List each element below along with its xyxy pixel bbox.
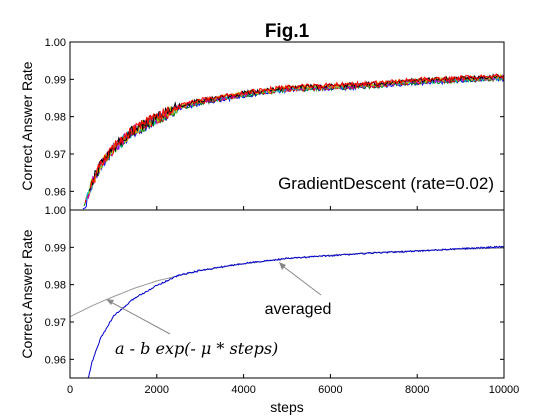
- xtick-label: 0: [67, 384, 73, 396]
- averaged-arrowhead: [279, 262, 286, 270]
- top-series-line: [90, 73, 505, 189]
- xtick-label: 2000: [145, 384, 169, 396]
- bottom-panel: 0.96 0.97 0.98 0.99 1.00 0 2000 4000 6000 8000 100…: [19, 205, 519, 415]
- xtick-label: 4000: [231, 384, 255, 396]
- ytick-label: 1.00: [45, 205, 66, 217]
- ytick-label: 0.96: [45, 186, 66, 198]
- averaged-line: [85, 245, 504, 379]
- fit-arrowhead: [106, 299, 114, 305]
- top-series: [82, 73, 505, 210]
- ytick-label: 0.96: [45, 354, 66, 366]
- top-panel: 0.96 0.97 0.98 0.99 1.00 Correct Answer Rate…: [19, 37, 505, 211]
- averaged-annotation: averaged: [265, 301, 332, 318]
- ytick-label: 0.98: [45, 280, 66, 292]
- averaged-arrow: [279, 263, 322, 296]
- xtick-label: 10000: [489, 384, 520, 396]
- ytick-label: 0.99: [45, 242, 66, 254]
- figure-title: Fig.1: [265, 21, 310, 42]
- ytick-label: 1.00: [45, 37, 66, 49]
- ytick-label: 0.99: [45, 74, 66, 86]
- ytick-label: 0.97: [45, 317, 66, 329]
- xtick-label: 6000: [318, 384, 342, 396]
- bottom-ticks: 0.96 0.97 0.98 0.99 1.00 0 2000 4000 6000 8000 100…: [45, 205, 520, 396]
- bottom-series: [69, 245, 505, 379]
- algorithm-annotation: GradientDescent (rate=0.02): [278, 174, 494, 193]
- xtick-label: 8000: [405, 384, 429, 396]
- ytick-label: 0.98: [45, 112, 66, 124]
- bottom-ylabel: Correct Answer Rate: [19, 229, 35, 358]
- fit-formula-annotation: a - b exp(- μ * steps): [115, 339, 278, 358]
- bottom-axes-frame: [69, 209, 505, 379]
- bottom-xlabel: steps: [270, 399, 303, 415]
- ytick-label: 0.97: [45, 149, 66, 161]
- top-ylabel: Correct Answer Rate: [19, 61, 35, 190]
- fit-arrow: [108, 300, 171, 335]
